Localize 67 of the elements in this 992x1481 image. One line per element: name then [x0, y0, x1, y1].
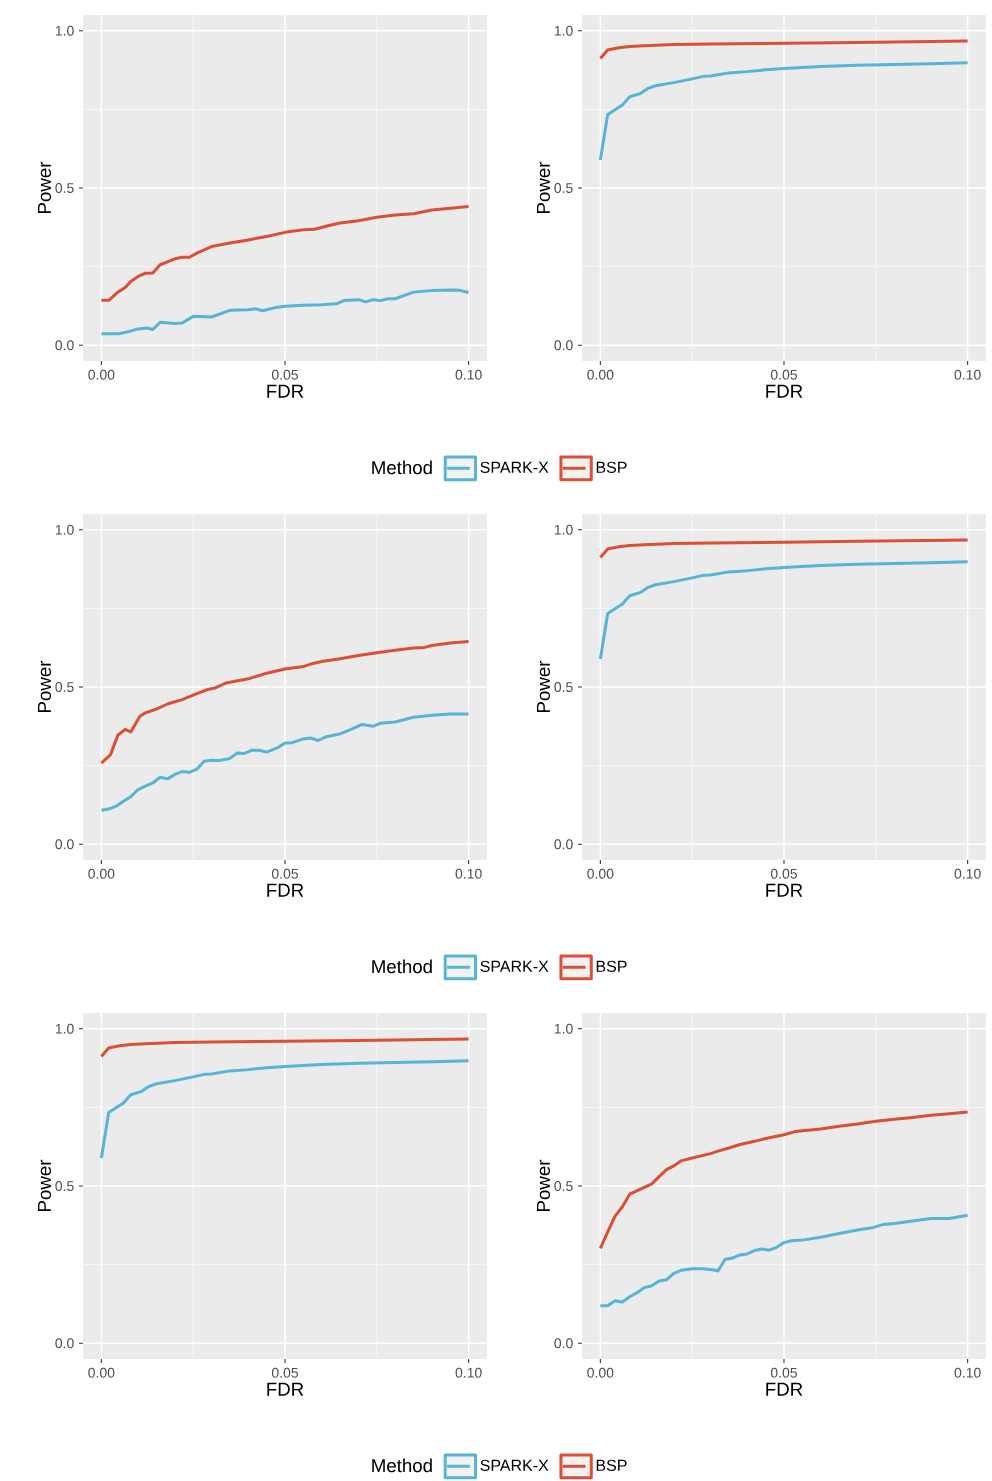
x-tick-label: 0.10 — [455, 868, 482, 879]
x-tick-label: 0.00 — [88, 369, 115, 380]
legend-label: BSP — [596, 1459, 627, 1471]
x-axis-title: FDR — [766, 384, 803, 398]
y-tick-label: 1.0 — [55, 524, 74, 535]
y-axis-title: Power — [536, 660, 551, 712]
y-tick-label: 0.0 — [554, 340, 573, 351]
legend-label: SPARK-X — [480, 1459, 549, 1471]
y-tick-label: 0.0 — [554, 1338, 573, 1349]
y-tick-label: 0.5 — [554, 682, 573, 692]
y-tick-label: 0.0 — [55, 340, 74, 351]
y-axis-title: Power — [37, 660, 52, 712]
y-tick-label: 0.5 — [55, 682, 74, 692]
line-series — [598, 39, 970, 60]
y-tick-label: 1.0 — [55, 25, 74, 36]
x-tick-label: 0.05 — [770, 868, 798, 879]
x-tick-label: 0.00 — [88, 1367, 115, 1378]
y-tick-label: 1.0 — [554, 25, 573, 36]
legend-label: SPARK-X — [480, 960, 549, 972]
y-tick-label: 0.0 — [554, 839, 573, 850]
x-axis-title: FDR — [766, 1382, 803, 1396]
y-axis-title: Power — [37, 1159, 52, 1211]
y-tick-label: 1.0 — [554, 1023, 573, 1034]
y-tick-label: 1.0 — [554, 524, 573, 535]
y-tick-label: 0.5 — [55, 183, 74, 193]
x-tick-label: 0.05 — [271, 868, 299, 879]
legend-label: BSP — [596, 461, 627, 473]
y-tick-label: 0.0 — [55, 839, 74, 850]
legend-label: SPARK-X — [480, 461, 549, 473]
y-axis-title: Power — [536, 1159, 551, 1211]
y-tick-label: 0.5 — [554, 183, 573, 193]
y-axis-title: Power — [536, 161, 551, 213]
x-tick-label: 0.10 — [954, 868, 981, 879]
line-series — [99, 288, 471, 336]
x-tick-label: 0.05 — [271, 1367, 299, 1378]
y-tick-label: 0.5 — [55, 1181, 74, 1191]
y-tick-label: 0.5 — [554, 1181, 573, 1191]
line-series — [598, 61, 970, 162]
line-series — [598, 538, 970, 559]
x-tick-label: 0.05 — [770, 1367, 798, 1378]
x-tick-label: 0.05 — [770, 369, 798, 380]
x-tick-label: 0.00 — [587, 868, 614, 879]
x-tick-label: 0.10 — [455, 369, 482, 380]
x-tick-label: 0.00 — [587, 369, 614, 380]
x-axis-title: FDR — [267, 384, 304, 398]
y-axis-title: Power — [37, 161, 52, 213]
line-series — [99, 1037, 471, 1058]
y-tick-label: 0.0 — [55, 1338, 74, 1349]
x-tick-label: 0.00 — [88, 868, 115, 879]
x-tick-label: 0.10 — [455, 1367, 482, 1378]
line-series — [99, 639, 471, 765]
x-axis-title: FDR — [267, 1382, 304, 1396]
legend-title: Method — [372, 1458, 432, 1473]
legend-label: BSP — [596, 960, 627, 972]
x-axis-title: FDR — [766, 883, 803, 897]
x-tick-label: 0.10 — [954, 369, 981, 380]
line-series — [99, 712, 471, 812]
x-tick-label: 0.10 — [954, 1367, 981, 1378]
line-series — [99, 1059, 471, 1160]
x-tick-label: 0.00 — [587, 1367, 614, 1378]
line-series — [598, 560, 970, 661]
x-tick-label: 0.05 — [271, 369, 299, 380]
x-axis-title: FDR — [267, 883, 304, 897]
y-tick-label: 1.0 — [55, 1023, 74, 1034]
legend-title: Method — [372, 460, 432, 475]
legend-title: Method — [372, 959, 432, 974]
line-series — [99, 205, 471, 302]
